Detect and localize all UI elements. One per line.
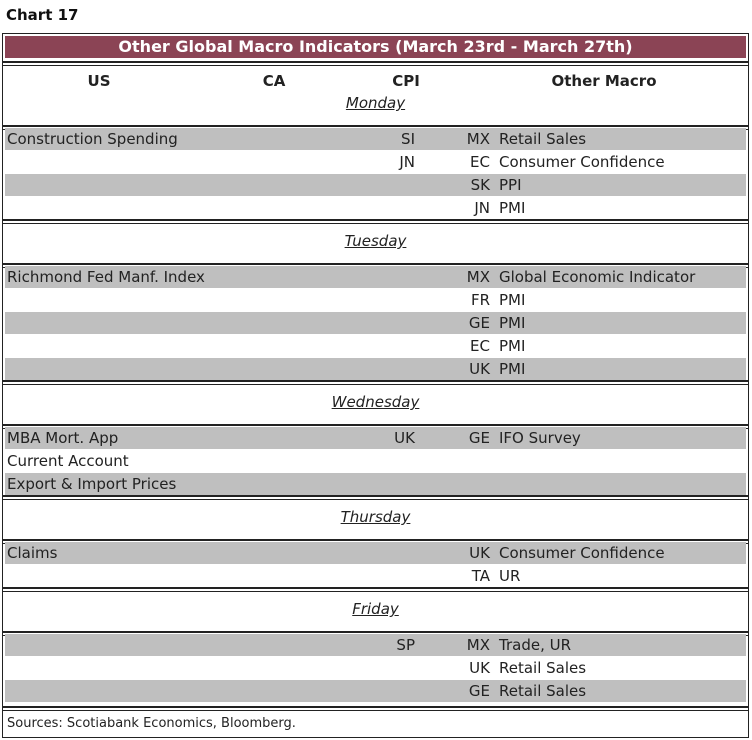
cell-desc: PMI bbox=[499, 199, 526, 217]
indicators-table: Other Global Macro Indicators (March 23r… bbox=[2, 33, 749, 738]
cell-desc: PMI bbox=[499, 337, 526, 355]
day-label-wednesday: Wednesday bbox=[331, 393, 420, 411]
day-label-friday: Friday bbox=[352, 600, 399, 618]
cell-us: Richmond Fed Manf. Index bbox=[7, 268, 205, 286]
table-row: JN EC Consumer Confidence bbox=[5, 151, 746, 173]
table-row: MBA Mort. App UK GE IFO Survey bbox=[5, 427, 746, 449]
cell-code: JN bbox=[474, 199, 490, 217]
table-row: SK PPI bbox=[5, 174, 746, 196]
cell-desc: UR bbox=[499, 567, 521, 585]
header-cpi: CPI bbox=[392, 72, 420, 90]
cell-code: FR bbox=[470, 291, 490, 309]
cell-code: MX bbox=[466, 636, 490, 654]
day-label-thursday: Thursday bbox=[340, 508, 411, 526]
cell-code: GE bbox=[468, 314, 490, 332]
chart-label: Chart 17 bbox=[6, 6, 79, 24]
cell-code: EC bbox=[470, 337, 490, 355]
header-ca: CA bbox=[262, 72, 286, 90]
header-us: US bbox=[87, 72, 111, 90]
cell-desc: Global Economic Indicator bbox=[499, 268, 696, 286]
cell-desc: Retail Sales bbox=[499, 130, 587, 148]
cell-code: EC bbox=[470, 153, 490, 171]
day-label-monday: Monday bbox=[345, 94, 406, 112]
cell-cpi: UK bbox=[394, 429, 415, 447]
table-row: JN PMI bbox=[5, 197, 746, 219]
cell-code: GE bbox=[468, 429, 490, 447]
cell-desc: PMI bbox=[499, 314, 526, 332]
divider bbox=[3, 219, 748, 224]
cell-code: GE bbox=[468, 682, 490, 700]
cell-us: Claims bbox=[7, 544, 58, 562]
cell-us: MBA Mort. App bbox=[7, 429, 119, 447]
cell-us: Export & Import Prices bbox=[7, 475, 177, 493]
divider bbox=[3, 380, 748, 385]
cell-code: SK bbox=[470, 176, 490, 194]
table-row: SP MX Trade, UR bbox=[5, 634, 746, 656]
divider bbox=[3, 61, 748, 66]
table-row: Construction Spending SI MX Retail Sales bbox=[5, 128, 746, 150]
day-label-tuesday: Tuesday bbox=[344, 232, 407, 250]
cell-desc: PPI bbox=[499, 176, 522, 194]
cell-code: MX bbox=[466, 268, 490, 286]
table-row: Claims UK Consumer Confidence bbox=[5, 542, 746, 564]
table-row: TA UR bbox=[5, 565, 746, 587]
table-row: EC PMI bbox=[5, 335, 746, 357]
cell-code: UK bbox=[469, 360, 490, 378]
table-row: UK PMI bbox=[5, 358, 746, 380]
cell-cpi: SP bbox=[396, 636, 415, 654]
cell-cpi: JN bbox=[399, 153, 415, 171]
table-row: FR PMI bbox=[5, 289, 746, 311]
table-row: UK Retail Sales bbox=[5, 657, 746, 679]
cell-desc: Consumer Confidence bbox=[499, 153, 665, 171]
cell-code: UK bbox=[469, 659, 490, 677]
divider bbox=[3, 495, 748, 500]
cell-desc: Retail Sales bbox=[499, 682, 587, 700]
divider bbox=[3, 706, 748, 711]
cell-us: Construction Spending bbox=[7, 130, 178, 148]
table-row: GE Retail Sales bbox=[5, 680, 746, 702]
cell-desc: Retail Sales bbox=[499, 659, 587, 677]
cell-desc: Consumer Confidence bbox=[499, 544, 665, 562]
table-row: Export & Import Prices bbox=[5, 473, 746, 495]
cell-cpi: SI bbox=[401, 130, 415, 148]
cell-code: MX bbox=[466, 130, 490, 148]
sources-note: Sources: Scotiabank Economics, Bloomberg… bbox=[7, 716, 296, 731]
table-row: GE PMI bbox=[5, 312, 746, 334]
divider bbox=[3, 587, 748, 592]
cell-code: UK bbox=[469, 544, 490, 562]
cell-desc: PMI bbox=[499, 360, 526, 378]
table-title: Other Global Macro Indicators (March 23r… bbox=[5, 36, 746, 58]
cell-desc: Trade, UR bbox=[499, 636, 572, 654]
table-row: Current Account bbox=[5, 450, 746, 472]
cell-code: TA bbox=[471, 567, 490, 585]
cell-us: Current Account bbox=[7, 452, 129, 470]
cell-desc: IFO Survey bbox=[499, 429, 581, 447]
cell-desc: PMI bbox=[499, 291, 526, 309]
header-other-macro: Other Macro bbox=[551, 72, 657, 90]
table-row: Richmond Fed Manf. Index MX Global Economi… bbox=[5, 266, 746, 288]
